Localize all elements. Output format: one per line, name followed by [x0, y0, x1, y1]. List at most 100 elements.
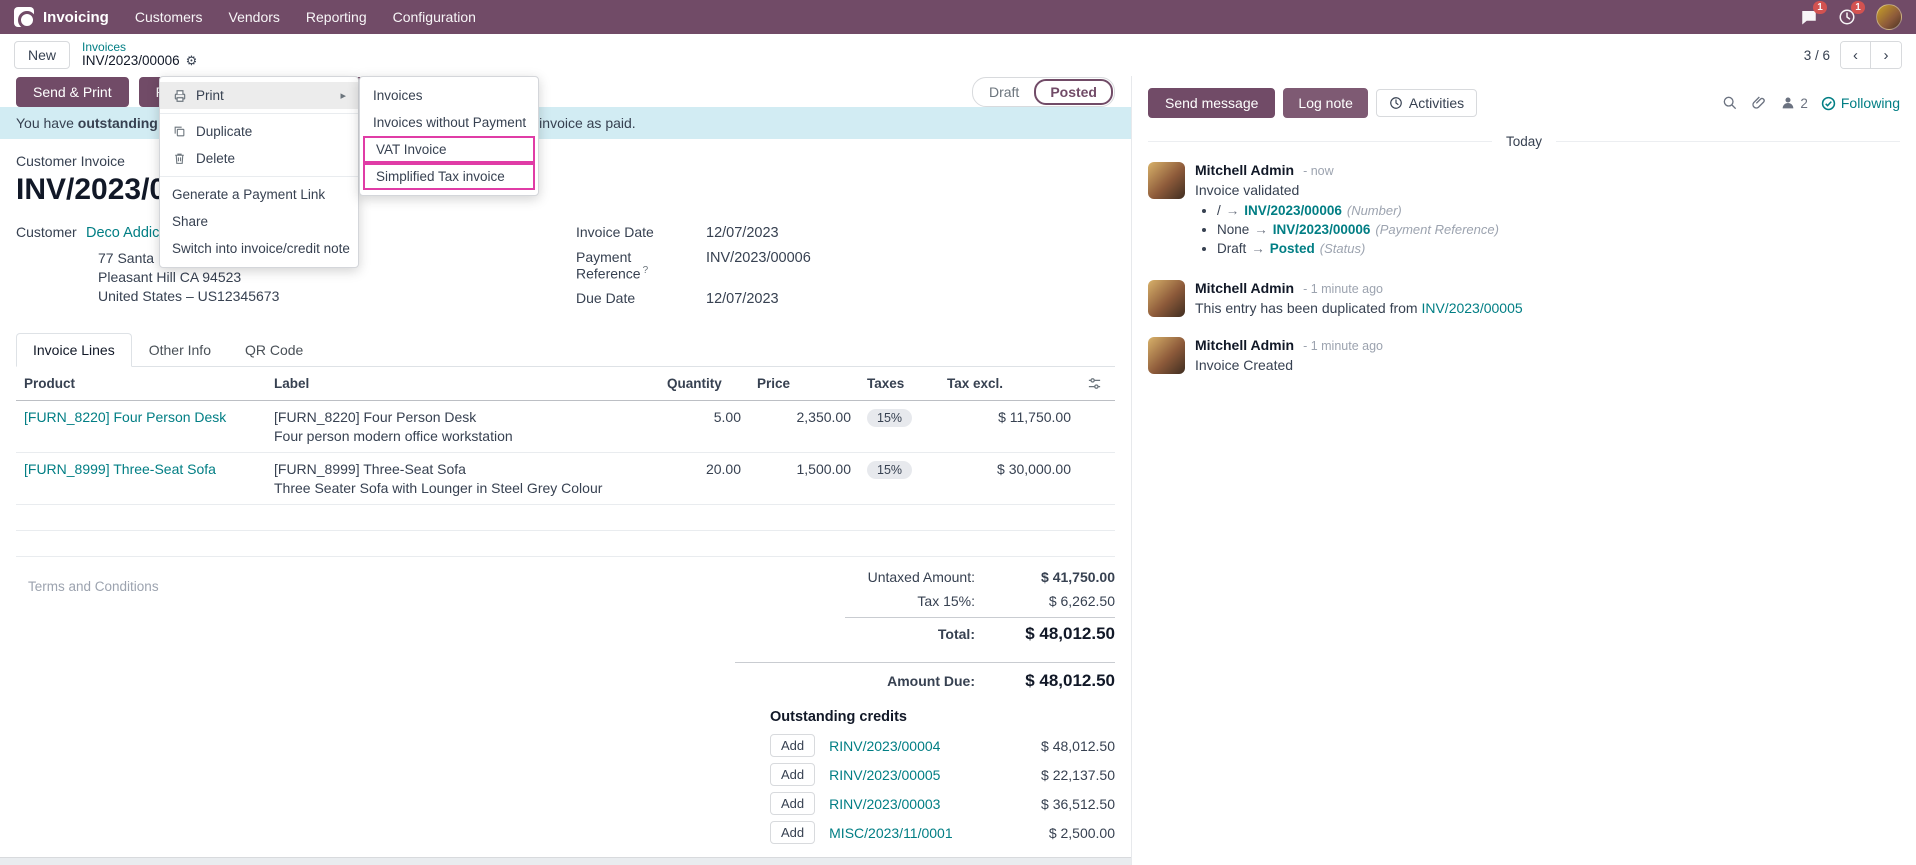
search-icon[interactable] [1722, 95, 1738, 111]
messages-icon[interactable]: 1 [1800, 1, 1827, 26]
tracking-new-value[interactable]: INV/2023/00006 [1244, 203, 1342, 218]
message-author[interactable]: Mitchell Admin [1195, 162, 1295, 178]
menu-item-print-label: Print [196, 88, 224, 103]
help-icon[interactable]: ? [642, 265, 649, 277]
total-label: Total: [937, 626, 975, 642]
label-line1: [FURN_8220] Four Person Desk [274, 409, 477, 425]
empty-line-row[interactable] [16, 530, 1115, 557]
submenu-item-invoices[interactable]: Invoices [373, 88, 423, 103]
chatter-message: Mitchell Admin - 1 minute ago Invoice Cr… [1132, 326, 1916, 383]
breadcrumb: Invoices INV/2023/00006 ⚙ [82, 39, 198, 69]
menu-reporting[interactable]: Reporting [305, 9, 367, 25]
duplicated-from-link[interactable]: INV/2023/00005 [1421, 300, 1523, 316]
menu-item-share[interactable]: Share [160, 208, 358, 235]
list-item: Add MISC/2023/11/0001 $ 2,500.00 [770, 818, 1115, 847]
add-credit-button[interactable]: Add [770, 821, 816, 844]
trash-icon [172, 152, 187, 165]
status-draft[interactable]: Draft [988, 83, 1020, 100]
message-author[interactable]: Mitchell Admin [1195, 337, 1295, 353]
menu-configuration[interactable]: Configuration [392, 9, 476, 25]
credit-link[interactable]: RINV/2023/00005 [829, 766, 941, 783]
payment-reference-value[interactable]: INV/2023/00006 [706, 250, 811, 267]
menu-vendors[interactable]: Vendors [228, 9, 280, 25]
menu-customers[interactable]: Customers [134, 9, 203, 25]
add-credit-button[interactable]: Add [770, 763, 816, 786]
col-header-subtotal[interactable]: Tax excl. [939, 367, 1079, 401]
tracking-new-value[interactable]: Posted [1269, 241, 1315, 256]
submenu-item-simplified-tax-invoice[interactable]: Simplified Tax invoice [363, 163, 535, 190]
activities-badge: 1 [1851, 1, 1865, 14]
optional-columns-icon[interactable] [1079, 367, 1115, 401]
status-posted[interactable]: Posted [1034, 78, 1113, 105]
col-header-label[interactable]: Label [266, 367, 659, 401]
quantity-cell[interactable]: 5.00 [659, 400, 749, 453]
taxes-cell[interactable]: 15% [859, 400, 939, 453]
tab-other-info[interactable]: Other Info [148, 342, 211, 358]
customer-link[interactable]: Deco Addict [86, 225, 164, 242]
add-credit-button[interactable]: Add [770, 792, 816, 815]
following-button[interactable]: Following [1821, 95, 1900, 111]
empty-line-row[interactable] [16, 504, 1115, 531]
price-cell[interactable]: 2,350.00 [749, 400, 859, 453]
user-avatar[interactable] [1876, 4, 1902, 30]
credit-link[interactable]: RINV/2023/00003 [829, 795, 941, 812]
label-cell[interactable]: [FURN_8220] Four Person Desk Four person… [266, 400, 659, 453]
app-brand[interactable]: Invoicing [14, 7, 109, 29]
list-item: Add RINV/2023/00003 $ 36,512.50 [770, 789, 1115, 818]
breadcrumb-invoices-link[interactable]: Invoices [82, 39, 127, 54]
terms-and-conditions-placeholder[interactable]: Terms and Conditions [28, 579, 159, 594]
activities-clock-icon[interactable]: 1 [1838, 1, 1865, 26]
menu-item-generate-payment-link[interactable]: Generate a Payment Link [160, 181, 358, 208]
pager-next-button[interactable]: › [1871, 42, 1901, 68]
tracking-old-value: / [1217, 203, 1221, 218]
totals-section: Terms and Conditions Untaxed Amount: $ 41… [16, 565, 1115, 695]
menu-item-switch-invoice-credit-note[interactable]: Switch into invoice/credit note [160, 235, 358, 262]
tracking-new-value[interactable]: INV/2023/00006 [1272, 222, 1371, 237]
taxes-cell[interactable]: 15% [859, 452, 939, 505]
top-menu: Customers Vendors Reporting Configuratio… [135, 9, 476, 25]
submenu-item-vat-invoice[interactable]: VAT Invoice [363, 136, 535, 163]
credit-amount: $ 2,500.00 [1048, 824, 1115, 841]
col-header-taxes[interactable]: Taxes [859, 367, 939, 401]
tab-invoice-lines[interactable]: Invoice Lines [16, 333, 132, 367]
product-link[interactable]: [FURN_8220] Four Person Desk [24, 409, 227, 425]
add-credit-button[interactable]: Add [770, 734, 816, 757]
menu-item-duplicate[interactable]: Duplicate [160, 118, 358, 145]
credit-link[interactable]: MISC/2023/11/0001 [829, 824, 953, 841]
label-cell[interactable]: [FURN_8999] Three-Seat Sofa Three Seater… [266, 452, 659, 505]
price-cell[interactable]: 1,500.00 [749, 452, 859, 505]
col-header-quantity[interactable]: Quantity [659, 367, 749, 401]
invoice-fields: Customer Deco Addict 77 Santa Barbara Rd… [16, 224, 1115, 315]
credit-link[interactable]: RINV/2023/00004 [829, 737, 941, 754]
credit-amount: $ 36,512.50 [1041, 795, 1115, 812]
col-header-product[interactable]: Product [16, 367, 266, 401]
submenu-item-invoices-without-payment[interactable]: Invoices without Payment [373, 115, 527, 130]
followers-icon[interactable]: 2 [1780, 95, 1808, 111]
paperclip-icon[interactable] [1751, 95, 1767, 111]
message-avatar [1148, 337, 1185, 374]
send-message-button[interactable]: Send message [1148, 88, 1276, 118]
quantity-cell[interactable]: 20.00 [659, 452, 749, 505]
message-author[interactable]: Mitchell Admin [1195, 280, 1295, 296]
gear-icon[interactable]: ⚙ [185, 53, 198, 69]
amount-due-value: $ 48,012.50 [1025, 671, 1115, 690]
due-date-value[interactable]: 12/07/2023 [706, 291, 779, 307]
menu-item-delete[interactable]: Delete [160, 145, 358, 172]
product-link[interactable]: [FURN_8999] Three-Seat Sofa [24, 461, 216, 477]
menu-item-switch-label: Switch into invoice/credit note [172, 241, 350, 256]
tracking-change: None → INV/2023/00006 (Payment Reference) [1217, 222, 1900, 237]
pager-previous-button[interactable]: ‹ [1841, 42, 1871, 68]
customer-address-line2: Pleasant Hill CA 94523 [98, 269, 242, 286]
banner-text: You have [16, 115, 78, 132]
col-header-price[interactable]: Price [749, 367, 859, 401]
activities-button[interactable]: Activities [1375, 89, 1478, 117]
send-and-print-button[interactable]: Send & Print [16, 76, 129, 107]
log-note-button[interactable]: Log note [1283, 88, 1368, 118]
list-item: Add RINV/2023/00004 $ 48,012.50 [770, 731, 1115, 760]
credit-amount: $ 48,012.50 [1041, 737, 1115, 754]
new-button[interactable]: New [14, 41, 71, 69]
invoice-date-value[interactable]: 12/07/2023 [706, 225, 779, 242]
tab-qr-code[interactable]: QR Code [244, 342, 304, 358]
menu-item-print[interactable]: Print ▸ [160, 82, 358, 109]
app-name[interactable]: Invoicing [43, 8, 109, 26]
